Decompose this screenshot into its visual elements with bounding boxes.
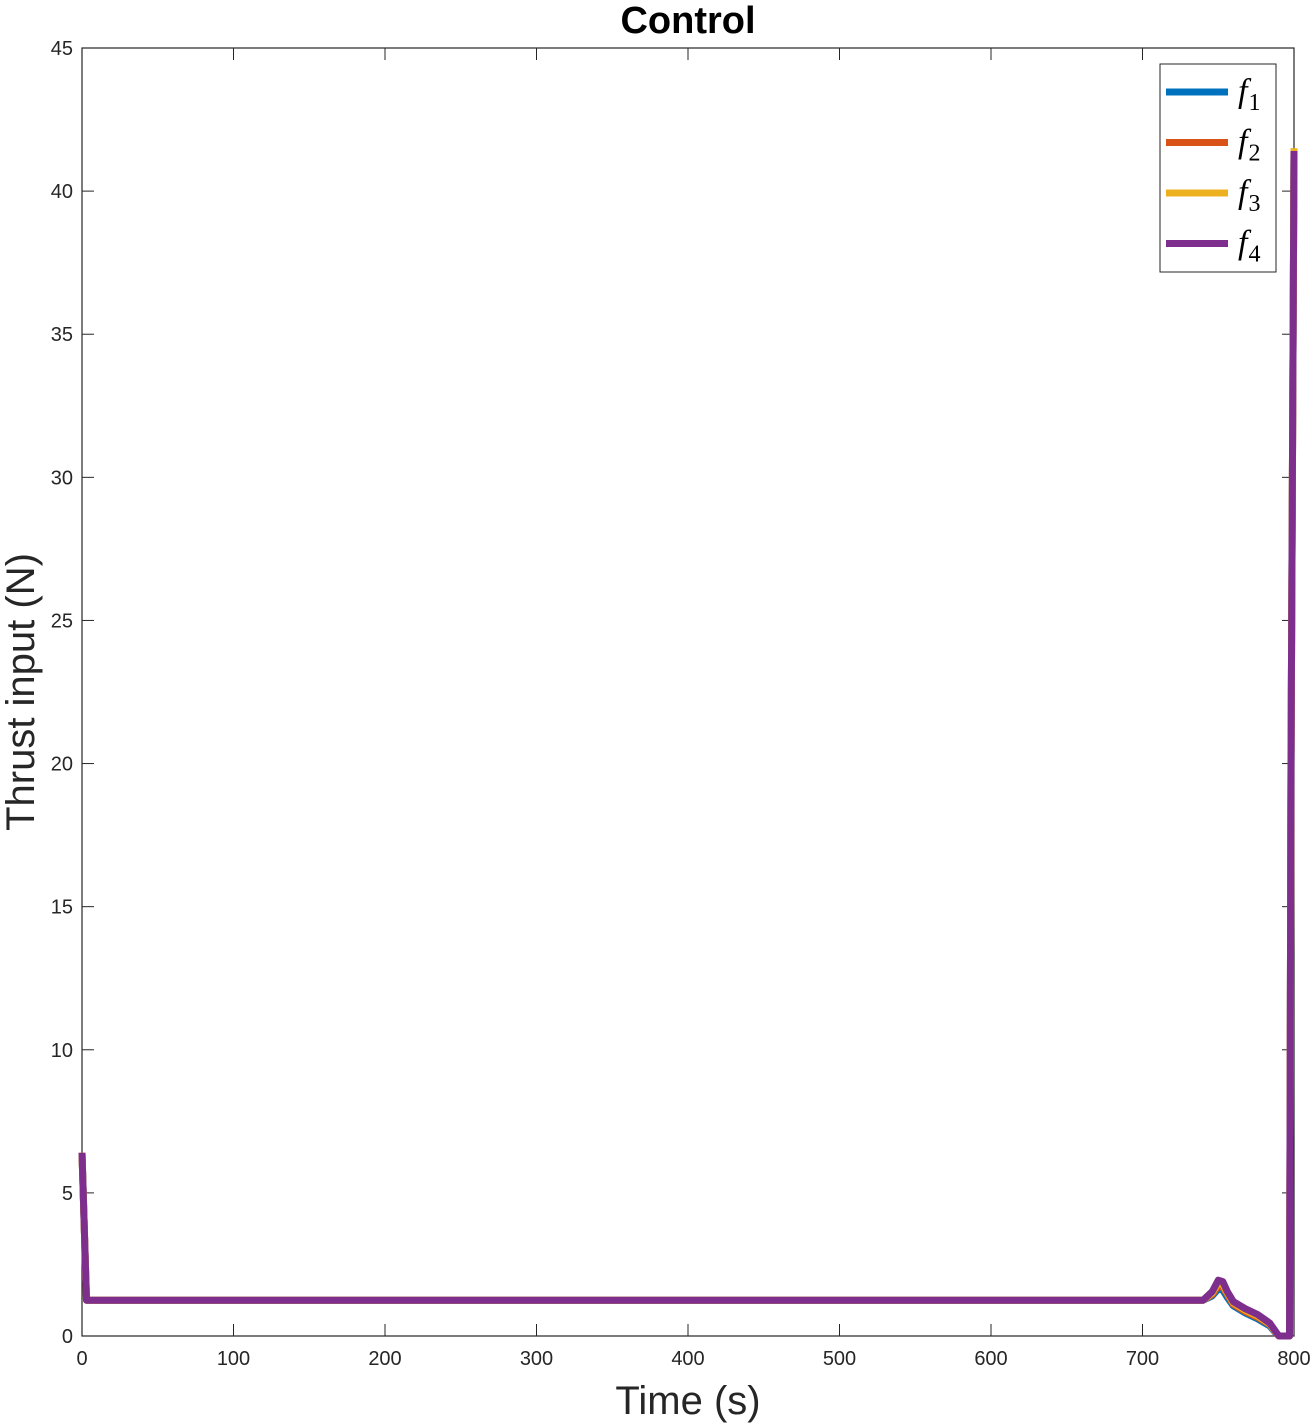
x-tick-label: 600: [974, 1348, 1007, 1370]
y-tick-label: 45: [51, 38, 73, 60]
y-tick-label: 15: [51, 897, 73, 919]
y-tick-label: 35: [51, 324, 73, 346]
y-tick-label: 20: [51, 754, 73, 776]
y-tick-label: 5: [62, 1183, 73, 1205]
x-tick-label: 800: [1277, 1348, 1310, 1370]
legend-label-subscript: 1: [1248, 90, 1260, 116]
y-tick-label: 0: [62, 1326, 73, 1348]
y-axis-label: Thrust input (N): [0, 553, 43, 831]
legend-label-subscript: 2: [1248, 141, 1260, 167]
x-tick-label: 500: [823, 1348, 856, 1370]
y-tick-label: 30: [51, 467, 73, 489]
x-tick-label: 400: [671, 1348, 704, 1370]
y-tick-label: 25: [51, 610, 73, 632]
series-lines: [78, 148, 1298, 1340]
plot-area: [81, 47, 1295, 1337]
chart-title: Control: [620, 0, 755, 42]
x-tick-label: 300: [520, 1348, 553, 1370]
x-tick-label: 0: [76, 1348, 87, 1370]
legend-label-subscript: 4: [1248, 242, 1260, 268]
y-tick-label: 10: [51, 1040, 73, 1062]
x-tick-label: 100: [217, 1348, 250, 1370]
x-tick-label: 700: [1126, 1348, 1159, 1370]
legend-label-subscript: 3: [1248, 191, 1260, 217]
x-axis-label: Time (s): [615, 1379, 760, 1423]
x-tick-label: 200: [368, 1348, 401, 1370]
series-line-f4: [78, 150, 1298, 1340]
y-tick-label: 40: [51, 181, 73, 203]
axis-ticks: 0 100 200 300 400 500 600 700 800 0 5 10 15 20 25 30 35 4…: [51, 38, 1311, 1370]
legend-box: [1159, 63, 1277, 273]
